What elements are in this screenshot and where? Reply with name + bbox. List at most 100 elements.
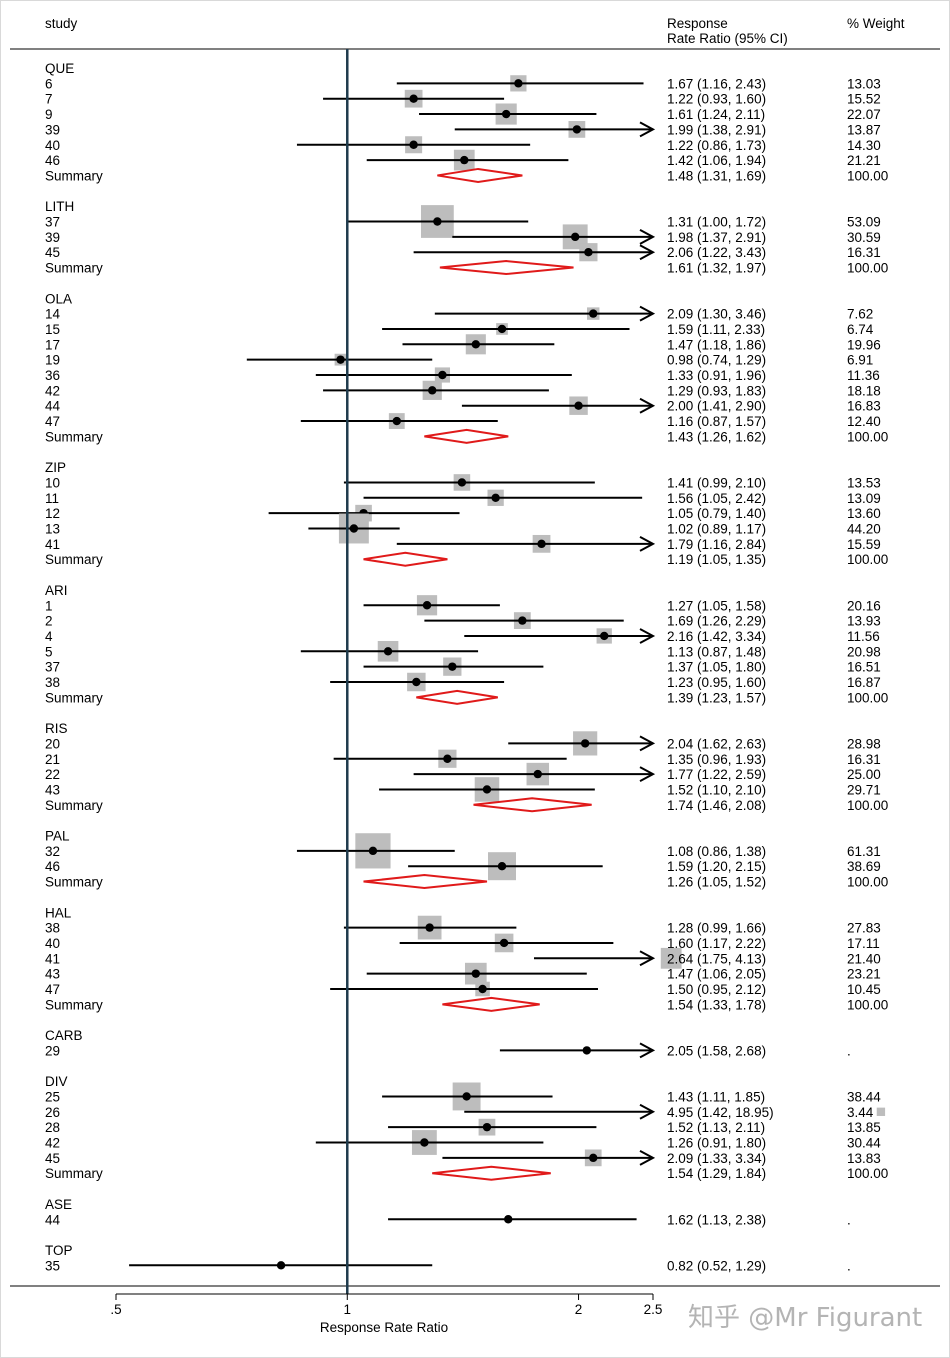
study-label: 32 <box>45 844 60 859</box>
group-title: LITH <box>45 199 74 214</box>
summary-label: Summary <box>45 1166 103 1181</box>
study-row: 19 0.98 (0.74, 1.29) 6.91 <box>45 353 873 368</box>
study-label: 9 <box>45 107 53 122</box>
weight-text: . <box>847 1212 851 1227</box>
study-row: 43 1.52 (1.10, 2.10) 29.71 <box>45 777 881 802</box>
study-row: 40 1.22 (0.86, 1.73) 14.30 <box>45 136 881 154</box>
effect-ci-text: 1.41 (0.99, 2.10) <box>667 475 766 490</box>
study-label: 4 <box>45 629 53 644</box>
study-label: 12 <box>45 506 60 521</box>
point-estimate <box>499 938 509 948</box>
summary-label: Summary <box>45 997 103 1012</box>
ci-arrow <box>639 628 656 644</box>
weight-text: 13.53 <box>847 475 881 490</box>
effect-ci-text: 2.04 (1.62, 2.63) <box>667 736 766 751</box>
study-row: 47 1.16 (0.87, 1.57) 12.40 <box>45 413 881 429</box>
weight-text: 13.09 <box>847 491 881 506</box>
weight-text: 27.83 <box>847 921 881 936</box>
study-row: 28 1.52 (1.13, 2.11) 13.85 <box>45 1118 881 1136</box>
study-row: 45 2.09 (1.33, 3.34) 13.83 <box>45 1149 881 1167</box>
weight-text: 16.31 <box>847 245 881 260</box>
effect-ci-text: 1.22 (0.93, 1.60) <box>667 92 766 107</box>
summary-row: Summary 1.61 (1.32, 1.97) 100.00 <box>45 260 888 276</box>
study-label: 37 <box>45 215 60 230</box>
study-row: 43 1.47 (1.06, 2.05) 23.21 <box>45 962 881 985</box>
study-label: 44 <box>45 399 61 414</box>
summary-row: Summary 1.54 (1.29, 1.84) 100.00 <box>45 1165 888 1181</box>
summary-weight-text: 100.00 <box>847 1166 888 1181</box>
summary-diamond <box>437 167 523 183</box>
group-title: PAL <box>45 829 70 844</box>
summary-ci-text: 1.43 (1.26, 1.62) <box>667 429 766 444</box>
effect-ci-text: 1.08 (0.86, 1.38) <box>667 844 766 859</box>
group-title: CARB <box>45 1028 83 1043</box>
weight-text: 13.83 <box>847 1151 881 1166</box>
point-estimate <box>425 923 434 932</box>
weight-box <box>876 1107 886 1116</box>
summary-diamond <box>363 874 488 890</box>
point-estimate <box>392 416 401 426</box>
study-row: 37 1.37 (1.05, 1.80) 16.51 <box>45 657 881 676</box>
weight-text: 6.91 <box>847 353 873 368</box>
weight-text: 30.59 <box>847 230 881 245</box>
effect-ci-text: 1.50 (0.95, 2.12) <box>667 982 766 997</box>
effect-ci-text: 1.69 (1.26, 2.29) <box>667 614 766 629</box>
study-label: 21 <box>45 752 60 767</box>
study-row: 45 2.06 (1.22, 3.43) 16.31 <box>45 243 881 262</box>
summary-ci-text: 1.19 (1.05, 1.35) <box>667 552 766 567</box>
ci-arrow <box>639 228 656 245</box>
study-row: 17 1.47 (1.18, 1.86) 19.96 <box>45 334 881 355</box>
effect-ci-text: 1.47 (1.06, 2.05) <box>667 967 766 982</box>
study-label: 17 <box>45 337 60 352</box>
x-tick-label: 2.5 <box>644 1302 663 1317</box>
ci-arrow <box>639 766 656 782</box>
weight-text: 13.93 <box>847 614 881 629</box>
study-row: 44 1.62 (1.13, 2.38). <box>45 1212 851 1227</box>
summary-diamond <box>363 551 448 567</box>
study-row: 44 2.00 (1.41, 2.90) 16.83 <box>45 396 881 415</box>
x-axis: .5 1 2 2.5 <box>110 1293 663 1317</box>
study-row: 7 1.22 (0.93, 1.60) 15.52 <box>45 89 881 108</box>
point-estimate <box>600 631 609 641</box>
study-row: 41 2.64 (1.75, 4.13) 21.40 <box>45 947 881 969</box>
study-label: 2 <box>45 614 53 629</box>
summary-weight-text: 100.00 <box>847 875 888 890</box>
ci-arrow <box>639 1103 656 1120</box>
study-label: 29 <box>45 1043 60 1058</box>
ci-arrow <box>639 1042 656 1059</box>
study-row: 14 2.09 (1.30, 3.46) 7.62 <box>45 305 873 322</box>
study-label: 13 <box>45 522 60 537</box>
summary-weight-text: 100.00 <box>847 798 888 813</box>
effect-ci-text: 2.09 (1.33, 3.34) <box>667 1151 766 1166</box>
study-label: 36 <box>45 368 60 383</box>
study-row: 46 1.42 (1.06, 1.94) 21.21 <box>45 149 881 171</box>
ci-arrow <box>639 305 656 322</box>
effect-ci-text: 1.67 (1.16, 2.43) <box>667 76 766 91</box>
point-estimate <box>482 785 492 794</box>
group-title: RIS <box>45 721 68 736</box>
summary-weight-text: 100.00 <box>847 997 888 1012</box>
summary-diamond <box>442 996 540 1012</box>
point-estimate <box>460 155 469 165</box>
summary-ci-text: 1.61 (1.32, 1.97) <box>667 261 766 276</box>
effect-ci-text: 1.98 (1.37, 2.91) <box>667 230 766 245</box>
weight-text: 38.44 <box>847 1089 881 1104</box>
weight-text: . <box>847 1258 851 1273</box>
weight-text: 25.00 <box>847 767 881 782</box>
effect-ci-text: 1.16 (0.87, 1.57) <box>667 414 766 429</box>
study-label: 38 <box>45 921 60 936</box>
summary-label: Summary <box>45 168 103 183</box>
weight-text: 20.98 <box>847 644 881 659</box>
summary-weight-text: 100.00 <box>847 690 888 705</box>
summary-diamond <box>473 797 592 813</box>
summary-weight-text: 100.00 <box>847 168 888 183</box>
summary-ci-text: 1.48 (1.31, 1.69) <box>667 168 766 183</box>
weight-text: 16.83 <box>847 399 881 414</box>
x-axis-title: Response Rate Ratio <box>320 1320 448 1335</box>
study-row: 13 1.02 (0.89, 1.17) 44.20 <box>45 513 881 544</box>
